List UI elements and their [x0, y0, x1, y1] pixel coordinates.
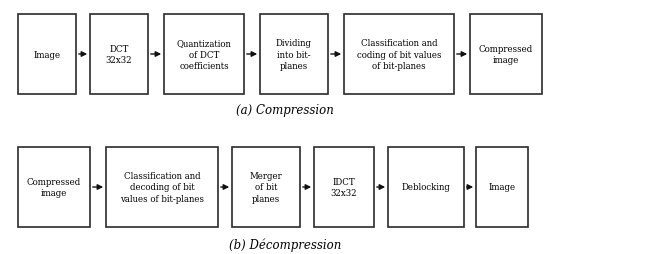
- Bar: [314, 147, 374, 227]
- Text: Image: Image: [33, 50, 61, 59]
- Text: Quantization
of DCT
coefficients: Quantization of DCT coefficients: [177, 39, 232, 70]
- Bar: [90, 15, 148, 95]
- Text: Dividing
into bit-
planes: Dividing into bit- planes: [276, 39, 312, 70]
- Bar: [106, 147, 218, 227]
- Bar: [232, 147, 300, 227]
- Bar: [344, 15, 454, 95]
- Text: Merger
of bit
planes: Merger of bit planes: [250, 172, 283, 203]
- Bar: [388, 147, 464, 227]
- Text: Classification and
decoding of bit
values of bit-planes: Classification and decoding of bit value…: [120, 172, 204, 203]
- Text: (a) Compression: (a) Compression: [236, 104, 334, 117]
- Text: Compressed
image: Compressed image: [479, 45, 533, 65]
- Text: Deblocking: Deblocking: [402, 183, 451, 192]
- Text: Classification and
coding of bit values
of bit-planes: Classification and coding of bit values …: [356, 39, 441, 70]
- Text: Image: Image: [489, 183, 515, 192]
- Text: DCT
32x32: DCT 32x32: [106, 45, 132, 65]
- Bar: [260, 15, 328, 95]
- Text: Compressed
image: Compressed image: [27, 177, 81, 197]
- Bar: [470, 15, 542, 95]
- Bar: [164, 15, 244, 95]
- Text: IDCT
32x32: IDCT 32x32: [331, 177, 357, 197]
- Bar: [476, 147, 528, 227]
- Bar: [18, 15, 76, 95]
- Text: (b) Décompression: (b) Décompression: [229, 237, 341, 250]
- Bar: [18, 147, 90, 227]
